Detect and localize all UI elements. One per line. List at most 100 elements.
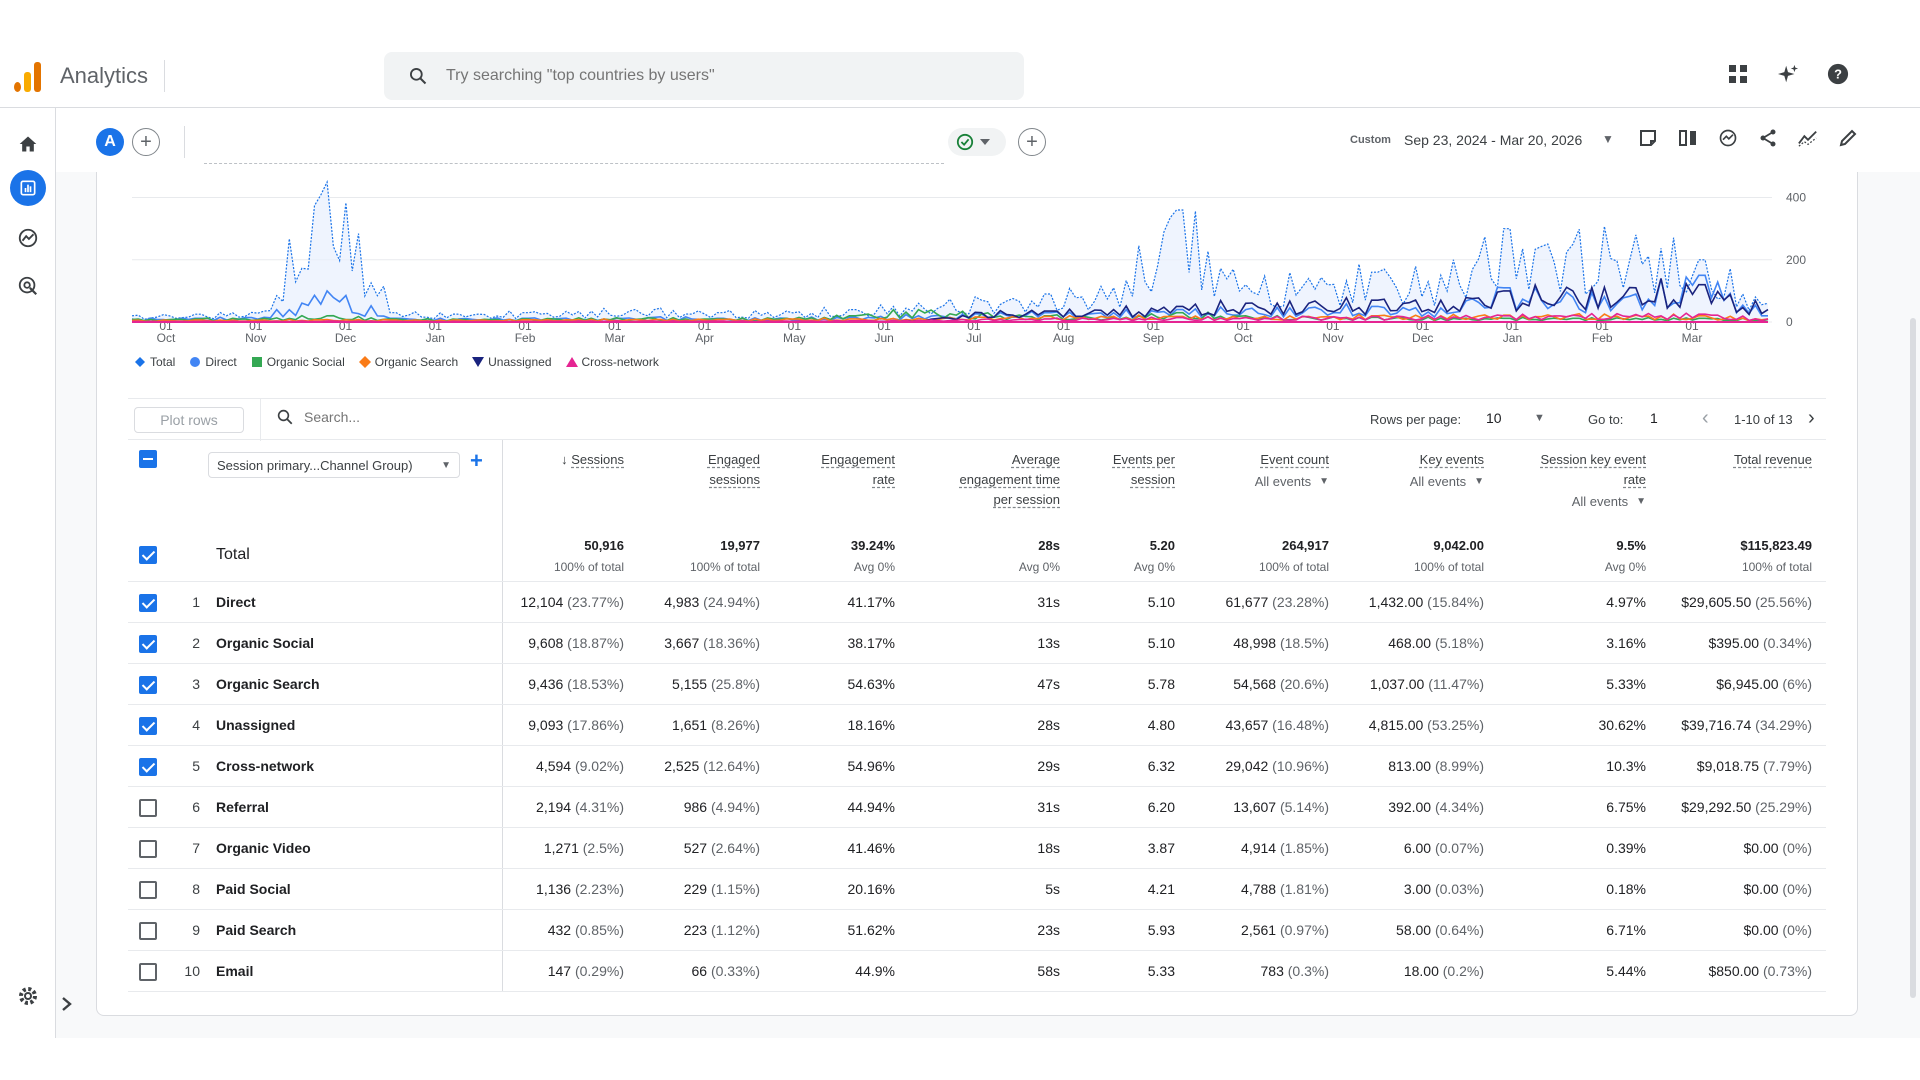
row-checkbox[interactable] (139, 635, 157, 653)
legend-item[interactable]: Organic Social (251, 355, 345, 369)
row-checkbox[interactable] (139, 717, 157, 735)
table-row[interactable]: 3 Organic Search 9,436 (18.53%) 5,155 (25.8… (128, 664, 1826, 705)
settings-gear-icon[interactable] (16, 984, 40, 1013)
row-number: 10 (184, 963, 200, 979)
dimension-selector[interactable]: Session primary...Channel Group) ▼ (208, 452, 460, 478)
legend-item[interactable]: Cross-network (565, 355, 659, 369)
global-search-input[interactable] (446, 62, 1006, 90)
totals-checkbox[interactable] (139, 546, 157, 564)
table-cell: 432 (0.85%) (548, 922, 624, 938)
event-filter-dropdown[interactable]: All events ▼ (1410, 472, 1484, 492)
row-checkbox[interactable] (139, 758, 157, 776)
date-range-selector[interactable]: Sep 23, 2024 - Mar 20, 2026 (1404, 132, 1583, 148)
column-header[interactable]: Session key event rate All events ▼ (1540, 450, 1646, 512)
edit-pencil-icon[interactable] (1838, 128, 1858, 148)
row-checkbox[interactable] (139, 881, 157, 899)
cell-value: 6.20 (1147, 799, 1175, 815)
column-header[interactable]: Engaged sessions (708, 450, 760, 490)
legend-marker-icon (135, 357, 145, 367)
column-header[interactable]: Engagement rate (821, 450, 895, 490)
cell-value: 44.9% (855, 963, 895, 979)
apps-grid-icon[interactable] (1726, 62, 1750, 86)
table-cell: 2,561 (0.97%) (1241, 922, 1329, 938)
table-cell: $0.00 (0%) (1744, 881, 1813, 897)
next-page-chevron-icon[interactable]: › (1808, 407, 1815, 429)
table-row[interactable]: 9 Paid Search 432 (0.85%) 223 (1.12%) 51.62%… (128, 910, 1826, 951)
table-row[interactable]: 6 Referral 2,194 (4.31%) 986 (4.94%) 44.94% 3… (128, 787, 1826, 828)
home-icon[interactable] (14, 130, 42, 158)
total-value: 5.20 (1149, 538, 1175, 553)
table-search-input[interactable] (304, 409, 604, 425)
column-header[interactable]: Average engagement time per session (960, 450, 1060, 510)
compare-columns-icon[interactable] (1678, 128, 1698, 148)
table-cell: $29,292.50 (25.29%) (1681, 799, 1812, 815)
plot-rows-button[interactable]: Plot rows (134, 407, 244, 433)
table-row[interactable]: 2 Organic Social 9,608 (18.87%) 3,667 (18.3… (128, 623, 1826, 664)
column-header[interactable]: ↓ Sessions (561, 450, 624, 470)
row-checkbox[interactable] (139, 799, 157, 817)
row-checkbox[interactable] (139, 594, 157, 612)
global-search-box[interactable] (384, 52, 1024, 100)
comparison-avatar[interactable]: A (96, 128, 124, 156)
table-row[interactable]: 4 Unassigned 9,093 (17.86%) 1,651 (8.26%) 18… (128, 705, 1826, 746)
page-scrollbar[interactable] (1910, 318, 1916, 998)
advertising-icon[interactable] (14, 272, 42, 300)
prev-page-chevron-icon[interactable]: ‹ (1702, 407, 1709, 429)
rows-per-page-caret-icon[interactable]: ▼ (1534, 412, 1545, 424)
insights-icon[interactable] (1718, 128, 1738, 148)
cell-value: $6,945.00 (1716, 676, 1779, 692)
goto-page-input[interactable]: 1 (1650, 410, 1658, 426)
annotation-icon[interactable] (1638, 128, 1658, 148)
column-header[interactable]: Events per session (1113, 450, 1175, 490)
table-row[interactable]: 10 Email 147 (0.29%) 66 (0.33%) 44.9% 58s 5.33… (128, 951, 1826, 992)
share-icon[interactable] (1758, 128, 1778, 148)
analytics-logo-icon[interactable] (14, 62, 42, 92)
trend-icon[interactable] (1798, 128, 1818, 148)
row-checkbox[interactable] (139, 676, 157, 694)
explore-icon[interactable] (14, 224, 42, 252)
table-cell: 5.44% (1606, 963, 1646, 979)
status-dropdown[interactable] (948, 128, 1006, 156)
legend-item[interactable]: Direct (189, 355, 237, 369)
add-filter-button[interactable]: + (1018, 128, 1046, 156)
help-icon[interactable]: ? (1826, 62, 1850, 86)
legend-item[interactable]: Total (134, 355, 175, 369)
time-series-chart[interactable]: 400200001Oct01Nov01Dec01Jan01Feb01Mar01A… (96, 172, 1856, 352)
row-checkbox[interactable] (139, 840, 157, 858)
table-row[interactable]: 1 Direct 12,104 (23.77%) 4,983 (24.94%) 41.1… (128, 582, 1826, 623)
date-caret-icon[interactable]: ▼ (1602, 132, 1614, 146)
cell-value: 31s (1037, 594, 1060, 610)
check-circle-icon (956, 133, 974, 151)
row-checkbox[interactable] (139, 963, 157, 981)
table-row[interactable]: 5 Cross-network 4,594 (9.02%) 2,525 (12.64%… (128, 746, 1826, 787)
row-checkbox[interactable] (139, 922, 157, 940)
reports-icon[interactable] (10, 170, 46, 206)
select-all-checkbox[interactable] (139, 450, 157, 468)
add-comparison-button[interactable]: + (132, 128, 160, 156)
column-header-label: Engagement (821, 452, 895, 467)
series-line-total[interactable] (131, 179, 1769, 320)
rows-per-page-select[interactable]: 10 (1486, 410, 1502, 426)
cell-percent: (1.12%) (707, 922, 760, 938)
cell-percent: (23.77%) (563, 594, 624, 610)
table-cell: 1,432.00 (15.84%) (1369, 594, 1484, 610)
table-row[interactable]: 8 Paid Social 1,136 (2.23%) 229 (1.15%) 20.1… (128, 869, 1826, 910)
cell-value: 2,194 (536, 799, 572, 815)
add-dimension-button[interactable]: + (470, 448, 483, 473)
cell-percent: (8.99%) (1431, 758, 1484, 774)
column-header[interactable]: Total revenue (1734, 450, 1812, 470)
sparkle-ai-icon[interactable] (1776, 62, 1800, 86)
report-title-field[interactable] (204, 118, 944, 164)
cell-percent: (12.64%) (699, 758, 760, 774)
column-header[interactable]: Key events All events ▼ (1410, 450, 1484, 492)
legend-item[interactable]: Unassigned (472, 355, 552, 369)
table-row[interactable]: 7 Organic Video 1,271 (2.5%) 527 (2.64%) 41.… (128, 828, 1826, 869)
table-cell: 9,436 (18.53%) (528, 676, 624, 692)
column-header[interactable]: Event count All events ▼ (1255, 450, 1329, 492)
legend-item[interactable]: Organic Search (358, 355, 458, 369)
event-filter-dropdown[interactable]: All events ▼ (1255, 472, 1329, 492)
expand-nav-chevron-icon[interactable] (60, 996, 74, 1017)
event-filter-dropdown[interactable]: All events ▼ (1540, 492, 1646, 512)
table-cell: 6.75% (1606, 799, 1646, 815)
cell-value: 4.80 (1147, 717, 1175, 733)
